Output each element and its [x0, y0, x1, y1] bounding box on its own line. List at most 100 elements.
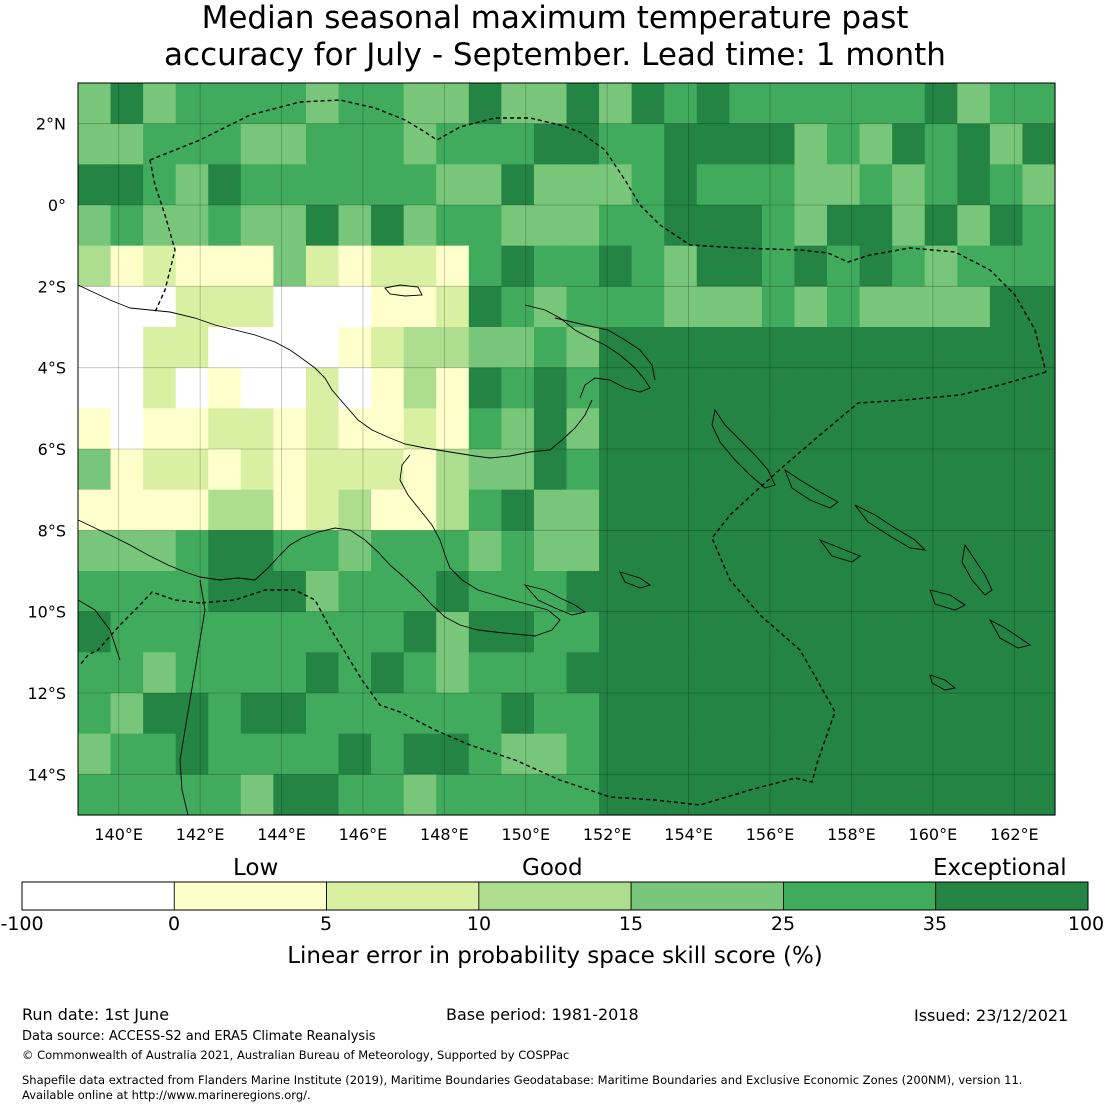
grid-cell [240, 408, 274, 450]
grid-cell [436, 693, 470, 735]
grid-cell [924, 83, 958, 125]
grid-cell [305, 489, 340, 531]
grid-cell [631, 693, 665, 735]
grid-cell [78, 449, 112, 491]
grid-cell [729, 327, 763, 369]
grid-cell [859, 652, 893, 694]
grid-cell [143, 693, 177, 735]
coastline-rennell [929, 674, 957, 691]
grid-cell [957, 123, 991, 165]
grid-cell [599, 489, 633, 531]
grid-cell [436, 449, 470, 491]
grid-cell [175, 530, 209, 572]
grid-cell [892, 205, 926, 247]
grid-cell [371, 489, 405, 531]
grid-cell [436, 530, 470, 572]
grid-cell [78, 530, 112, 572]
grid-cell [957, 652, 991, 694]
lon-label: 148°E [420, 825, 469, 844]
grid-cell [273, 489, 307, 531]
grid-cell [696, 245, 730, 287]
grid-cell [143, 733, 177, 775]
grid-cell [338, 286, 372, 328]
grid-cell [338, 774, 372, 816]
grid-cell [533, 123, 568, 165]
grid-cell [78, 611, 112, 653]
grid-cell [240, 83, 274, 125]
grid-cell [110, 774, 144, 816]
grid-cell [273, 774, 307, 816]
grid-cell [957, 774, 991, 816]
grid-cell [892, 530, 926, 572]
coastline-new-britain [524, 304, 651, 399]
grid-cell [566, 367, 600, 409]
grid-cell [403, 123, 437, 165]
chart-title-line-1: Median seasonal maximum temperature past [201, 0, 909, 36]
grid-cell [827, 652, 861, 694]
grid-cell [273, 286, 307, 328]
grid-cell [989, 652, 1024, 694]
grid-cell [599, 449, 633, 491]
grid-cell [664, 693, 698, 735]
grid-cell [696, 327, 730, 369]
grid-cell [110, 327, 144, 369]
grid-cell [957, 611, 991, 653]
grid-cell [892, 83, 926, 125]
base-period: Base period: 1981-2018 [446, 1005, 639, 1024]
grid-cell [273, 83, 307, 125]
grid-cell [664, 123, 698, 165]
grid-cell [403, 733, 437, 775]
grid-cell [240, 205, 274, 247]
colorbar-tick: 25 [770, 913, 796, 935]
grid-cell [240, 286, 274, 328]
run-date: Run date: 1st June [22, 1005, 170, 1024]
coastline-new-guinea [77, 284, 593, 459]
grid-cell [143, 489, 177, 531]
grid-cell [957, 245, 991, 287]
grid-cell [436, 367, 470, 409]
grid-cell [664, 245, 698, 287]
grid-cell [599, 123, 633, 165]
grid-cell [110, 489, 144, 531]
grid-cell [566, 693, 600, 735]
grid-cell [794, 611, 828, 653]
grid-cell [403, 205, 437, 247]
grid-cell [143, 449, 177, 491]
grid-cell [436, 489, 470, 531]
grid-cell [631, 286, 665, 328]
grid-cell [696, 286, 730, 328]
grid-cell [78, 367, 112, 409]
grid-cell [240, 123, 274, 165]
coastline-solomons-5 [961, 543, 993, 596]
grid-cell [273, 652, 307, 694]
grid-cell [305, 611, 340, 653]
grid-cell [924, 245, 958, 287]
grid-cell [827, 286, 861, 328]
grid-cell [208, 693, 242, 735]
grid-cell [468, 245, 502, 287]
grid-cell [240, 530, 274, 572]
skill-grid [78, 83, 1056, 816]
grid-cell [859, 164, 893, 206]
grid-cell [566, 611, 600, 653]
grid-cell [78, 83, 112, 125]
grid-cell [892, 733, 926, 775]
grid-cell [371, 123, 405, 165]
grid-cell [240, 367, 274, 409]
grid-cell [175, 367, 209, 409]
grid-cell [631, 530, 665, 572]
grid-cell [957, 571, 991, 613]
grid-cell [957, 693, 991, 735]
grid-cell [761, 652, 796, 694]
grid-cell [631, 733, 665, 775]
grid-cell [957, 408, 991, 450]
grid-cell [566, 449, 600, 491]
grid-cell [305, 245, 340, 287]
grid-cell [338, 733, 372, 775]
grid-cell [957, 327, 991, 369]
grid-cell [859, 733, 893, 775]
grid-cell [599, 571, 633, 613]
grid-cell [533, 652, 568, 694]
grid-cell [78, 774, 112, 816]
eez-png-west [149, 159, 176, 313]
